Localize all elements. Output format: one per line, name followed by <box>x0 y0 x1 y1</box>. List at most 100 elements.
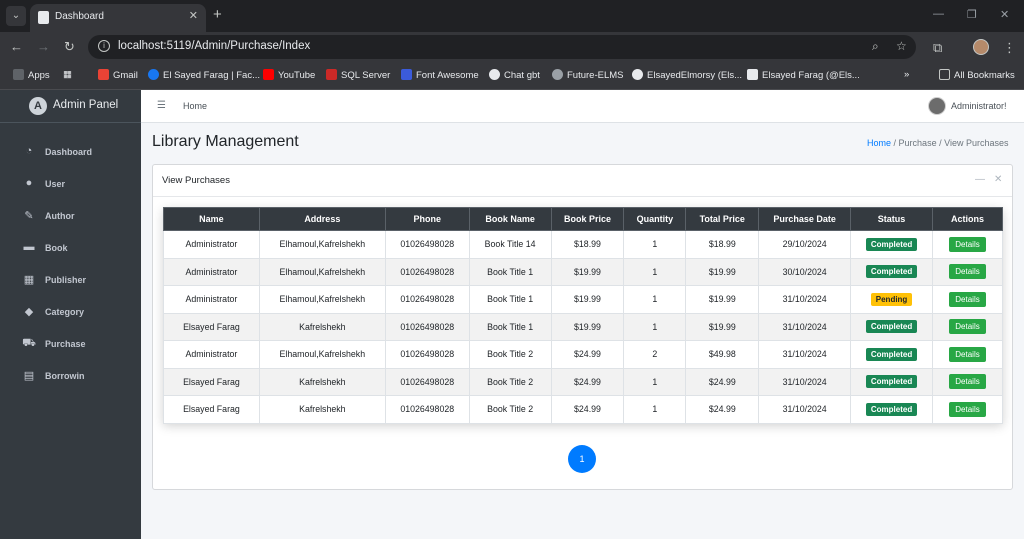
collapse-icon[interactable]: — <box>975 174 985 185</box>
sidebar-item-user[interactable]: ● User <box>0 172 141 198</box>
cell-book: Book Title 2 <box>468 367 552 396</box>
details-button[interactable]: Details <box>949 401 986 417</box>
url-text: localhost:5119/Admin/Purchase/Index <box>118 40 311 52</box>
cell-address: Elhamoul,Kafrelshekh <box>258 257 386 286</box>
apps-launcher-icon[interactable]: ▦ <box>63 69 72 80</box>
status-badge: Completed <box>865 237 918 251</box>
cell-total: $19.99 <box>685 312 760 341</box>
table-body: Administrator Elhamoul,Kafrelshekh 0102649… <box>163 230 1003 424</box>
cell-price: $24.99 <box>550 340 625 369</box>
bookmark-apps[interactable]: Apps <box>13 69 50 81</box>
cell-qty: 2 <box>623 340 687 369</box>
cell-name: Administrator <box>163 285 260 314</box>
tab-close-icon[interactable]: ✕ <box>188 10 198 22</box>
browser-tab[interactable]: Dashboard ✕ <box>30 4 206 32</box>
column-header: Status <box>850 207 934 231</box>
all-bookmarks[interactable]: All Bookmarks <box>939 69 1015 81</box>
details-button[interactable]: Details <box>949 236 986 252</box>
bookmark-youtube[interactable]: YouTube <box>263 69 315 81</box>
browser-menu-icon[interactable]: ⋮ <box>1003 40 1016 55</box>
sidebar-item-author[interactable]: ✎ Author <box>0 204 141 230</box>
bookmark-star-icon[interactable]: ☆ <box>896 39 907 53</box>
details-button[interactable]: Details <box>949 374 986 390</box>
bookmark-facebook[interactable]: El Sayed Farag | Fac... <box>148 69 260 81</box>
cell-total: $24.99 <box>685 395 760 424</box>
cell-address: Elhamoul,Kafrelshekh <box>258 230 386 259</box>
sidebar-item-dashboard[interactable]: ◔ Dashboard <box>0 140 141 166</box>
site-info-icon[interactable]: i <box>98 40 110 52</box>
sidebar-item-label: User <box>45 179 66 189</box>
bookmark-font-awesome[interactable]: Font Awesome <box>401 69 479 81</box>
facebook-icon <box>148 69 159 80</box>
new-tab-icon[interactable]: + <box>213 6 222 23</box>
sidebar-item-label: Borrowin <box>45 371 85 381</box>
status-badge: Completed <box>865 347 918 361</box>
page-favicon-icon <box>38 11 49 24</box>
sidebar-item-publisher[interactable]: ▦ Publisher <box>0 268 141 294</box>
pagination-page-1[interactable]: 1 <box>568 445 596 473</box>
bookmarks-bar: Apps ▦ Gmail El Sayed Farag | Fac... You… <box>0 62 1024 90</box>
brand-text: Admin Panel <box>53 99 119 111</box>
details-button[interactable]: Details <box>949 346 986 362</box>
column-header: Address <box>258 207 386 231</box>
url-input[interactable]: i localhost:5119/Admin/Purchase/Index ⌕ … <box>88 35 916 59</box>
cell-actions: Details <box>932 340 1003 369</box>
bookmark-chatgpt[interactable]: Chat gbt <box>489 69 540 81</box>
breadcrumb-home-link[interactable]: Home <box>867 138 892 148</box>
cell-total: $18.99 <box>685 230 760 259</box>
sidebar-item-book[interactable]: ▬ Book <box>0 236 141 262</box>
brand-link[interactable]: A Admin Panel <box>0 90 141 123</box>
cell-qty: 1 <box>623 312 687 341</box>
bookmark-gmail[interactable]: Gmail <box>98 69 138 81</box>
sidebar-item-category[interactable]: ◆ Category <box>0 300 141 326</box>
back-icon[interactable]: ← <box>10 39 23 54</box>
breadcrumb-separator: / <box>893 138 899 148</box>
table-row: Administrator Elhamoul,Kafrelshekh 0102649… <box>163 285 1003 314</box>
extensions-icon[interactable]: ⧉ <box>933 40 943 55</box>
profile-avatar[interactable] <box>973 39 989 55</box>
nav-home-link[interactable]: Home <box>183 101 208 111</box>
details-button[interactable]: Details <box>949 319 986 335</box>
sidebar-item-borrowin[interactable]: ▤ Borrowin <box>0 364 141 390</box>
sidebar: A Admin Panel ◔ Dashboard ● User ✎ Autho… <box>0 90 141 539</box>
sidebar-item-label: Purchase <box>45 339 86 349</box>
bookmarks-overflow-icon[interactable]: » <box>904 69 910 80</box>
zoom-icon[interactable]: ⌕ <box>872 39 879 53</box>
minimize-icon[interactable]: — <box>933 8 944 20</box>
reload-icon[interactable]: ↻ <box>64 39 75 54</box>
hamburger-menu-icon[interactable]: ☰ <box>157 100 166 111</box>
cell-address: Elhamoul,Kafrelshekh <box>258 285 386 314</box>
cell-book: Book Title 1 <box>468 257 552 286</box>
user-name[interactable]: Administrator! <box>951 101 1007 111</box>
tab-search-icon[interactable]: ⌄ <box>6 6 26 26</box>
cell-address: Kafrelshekh <box>258 395 386 424</box>
bookmark-x[interactable]: Elsayed Farag (@Els... <box>747 69 860 81</box>
restore-icon[interactable]: ❐ <box>967 9 977 21</box>
bookmark-sql-server[interactable]: SQL Server <box>326 69 390 81</box>
cell-price: $19.99 <box>550 257 625 286</box>
user-icon: ● <box>25 177 33 189</box>
table-row: Elsayed Farag Kafrelshekh 01026498028 Book … <box>163 395 1003 424</box>
details-button[interactable]: Details <box>949 291 986 307</box>
bookmark-future-elms[interactable]: Future-ELMS <box>552 69 624 81</box>
forward-icon[interactable]: → <box>37 39 50 54</box>
cell-phone: 01026498028 <box>384 257 470 286</box>
cell-total: $19.99 <box>685 257 760 286</box>
window-close-icon[interactable]: ✕ <box>1000 9 1010 21</box>
remove-icon[interactable]: ✕ <box>994 174 1003 185</box>
cell-status: Pending <box>850 285 934 314</box>
cell-status: Completed <box>850 230 934 259</box>
globe-icon <box>552 69 563 80</box>
cell-phone: 01026498028 <box>384 312 470 341</box>
bookmark-github[interactable]: ElsayedElmorsy (Els... <box>632 69 742 81</box>
sidebar-item-purchase[interactable]: ⛟ Purchase <box>0 332 141 358</box>
cart-icon: ⛟ <box>22 337 36 349</box>
user-avatar[interactable] <box>928 97 946 115</box>
details-button[interactable]: Details <box>949 264 986 280</box>
column-header: Phone <box>384 207 470 231</box>
cell-qty: 1 <box>623 367 687 396</box>
cell-actions: Details <box>932 285 1003 314</box>
sidebar-item-label: Publisher <box>45 275 87 285</box>
cell-date: 31/10/2024 <box>758 285 852 314</box>
cell-price: $19.99 <box>550 285 625 314</box>
